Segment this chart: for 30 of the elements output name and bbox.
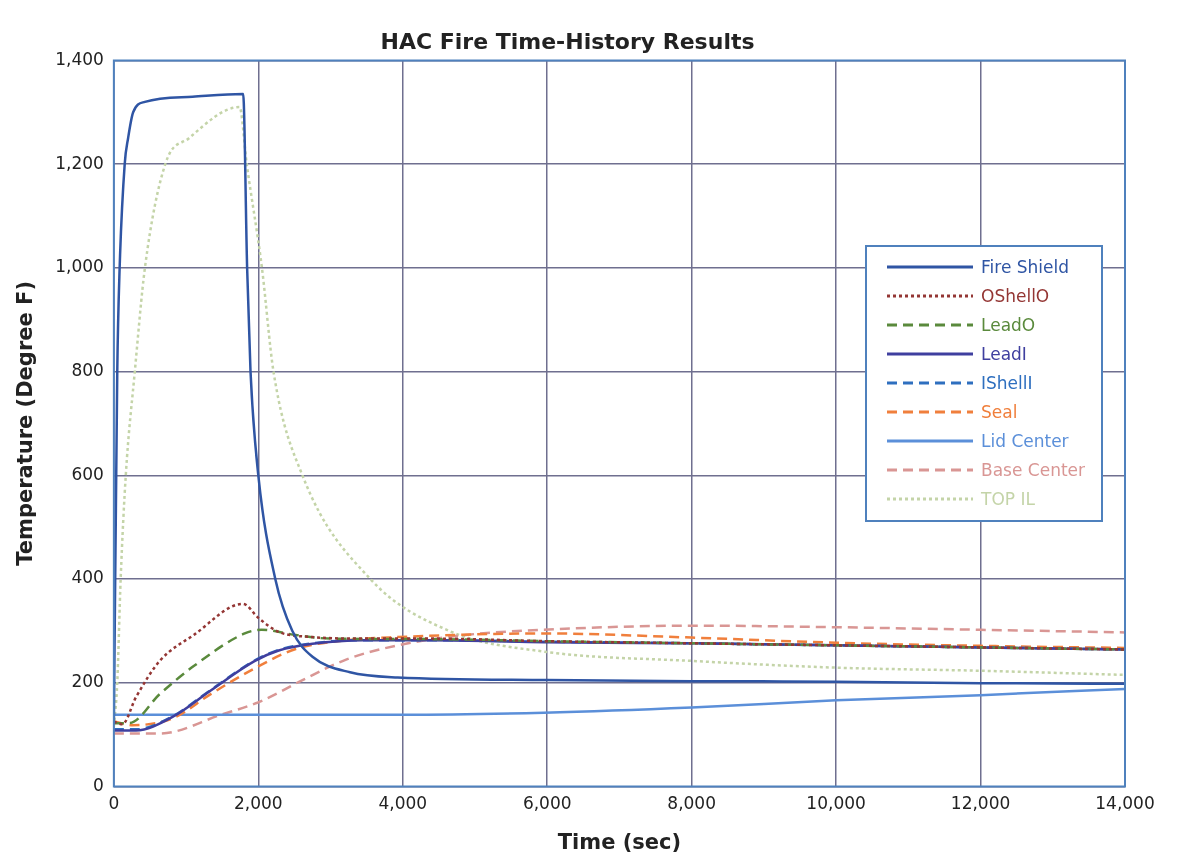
x-tick-label: 14,000 — [1095, 793, 1155, 814]
y-tick-label: 800 — [71, 359, 104, 380]
x-tick-label: 2,000 — [233, 793, 283, 814]
chart-title: HAC Fire Time-History Results — [380, 28, 755, 54]
y-tick-label: 200 — [71, 671, 104, 692]
line-series — [113, 602, 1125, 726]
text: Lid Center — [981, 431, 1069, 452]
y-tick-label: 1,000 — [55, 256, 104, 277]
x-tick-label: 4,000 — [378, 793, 428, 814]
y-tick-label: 1,400 — [55, 48, 104, 69]
y-axis-title: Temperature (Degree F) — [13, 281, 38, 566]
x-axis-title: Time (sec) — [557, 829, 682, 854]
y-tick-label: 600 — [71, 463, 104, 484]
line-series — [113, 687, 1125, 717]
text: IShellI — [981, 373, 1033, 394]
x-tick-label: 0 — [108, 793, 120, 814]
y-tick-label: 1,200 — [55, 152, 104, 173]
text: Base Center — [981, 460, 1086, 481]
text: Seal — [981, 402, 1018, 423]
x-tick-label: 8,000 — [667, 793, 716, 814]
y-tick-label: 0 — [93, 774, 104, 795]
text: Fire Shield — [981, 257, 1070, 278]
text: LeadO — [981, 315, 1036, 336]
x-tick-label: 12,000 — [950, 793, 1011, 814]
y-tick-label: 400 — [71, 567, 104, 588]
text: OShellO — [981, 286, 1050, 307]
x-tick-label: 10,000 — [806, 793, 866, 814]
text: LeadI — [981, 344, 1027, 365]
x-tick-label: 6,000 — [522, 793, 572, 814]
text: TOP IL — [981, 489, 1035, 510]
